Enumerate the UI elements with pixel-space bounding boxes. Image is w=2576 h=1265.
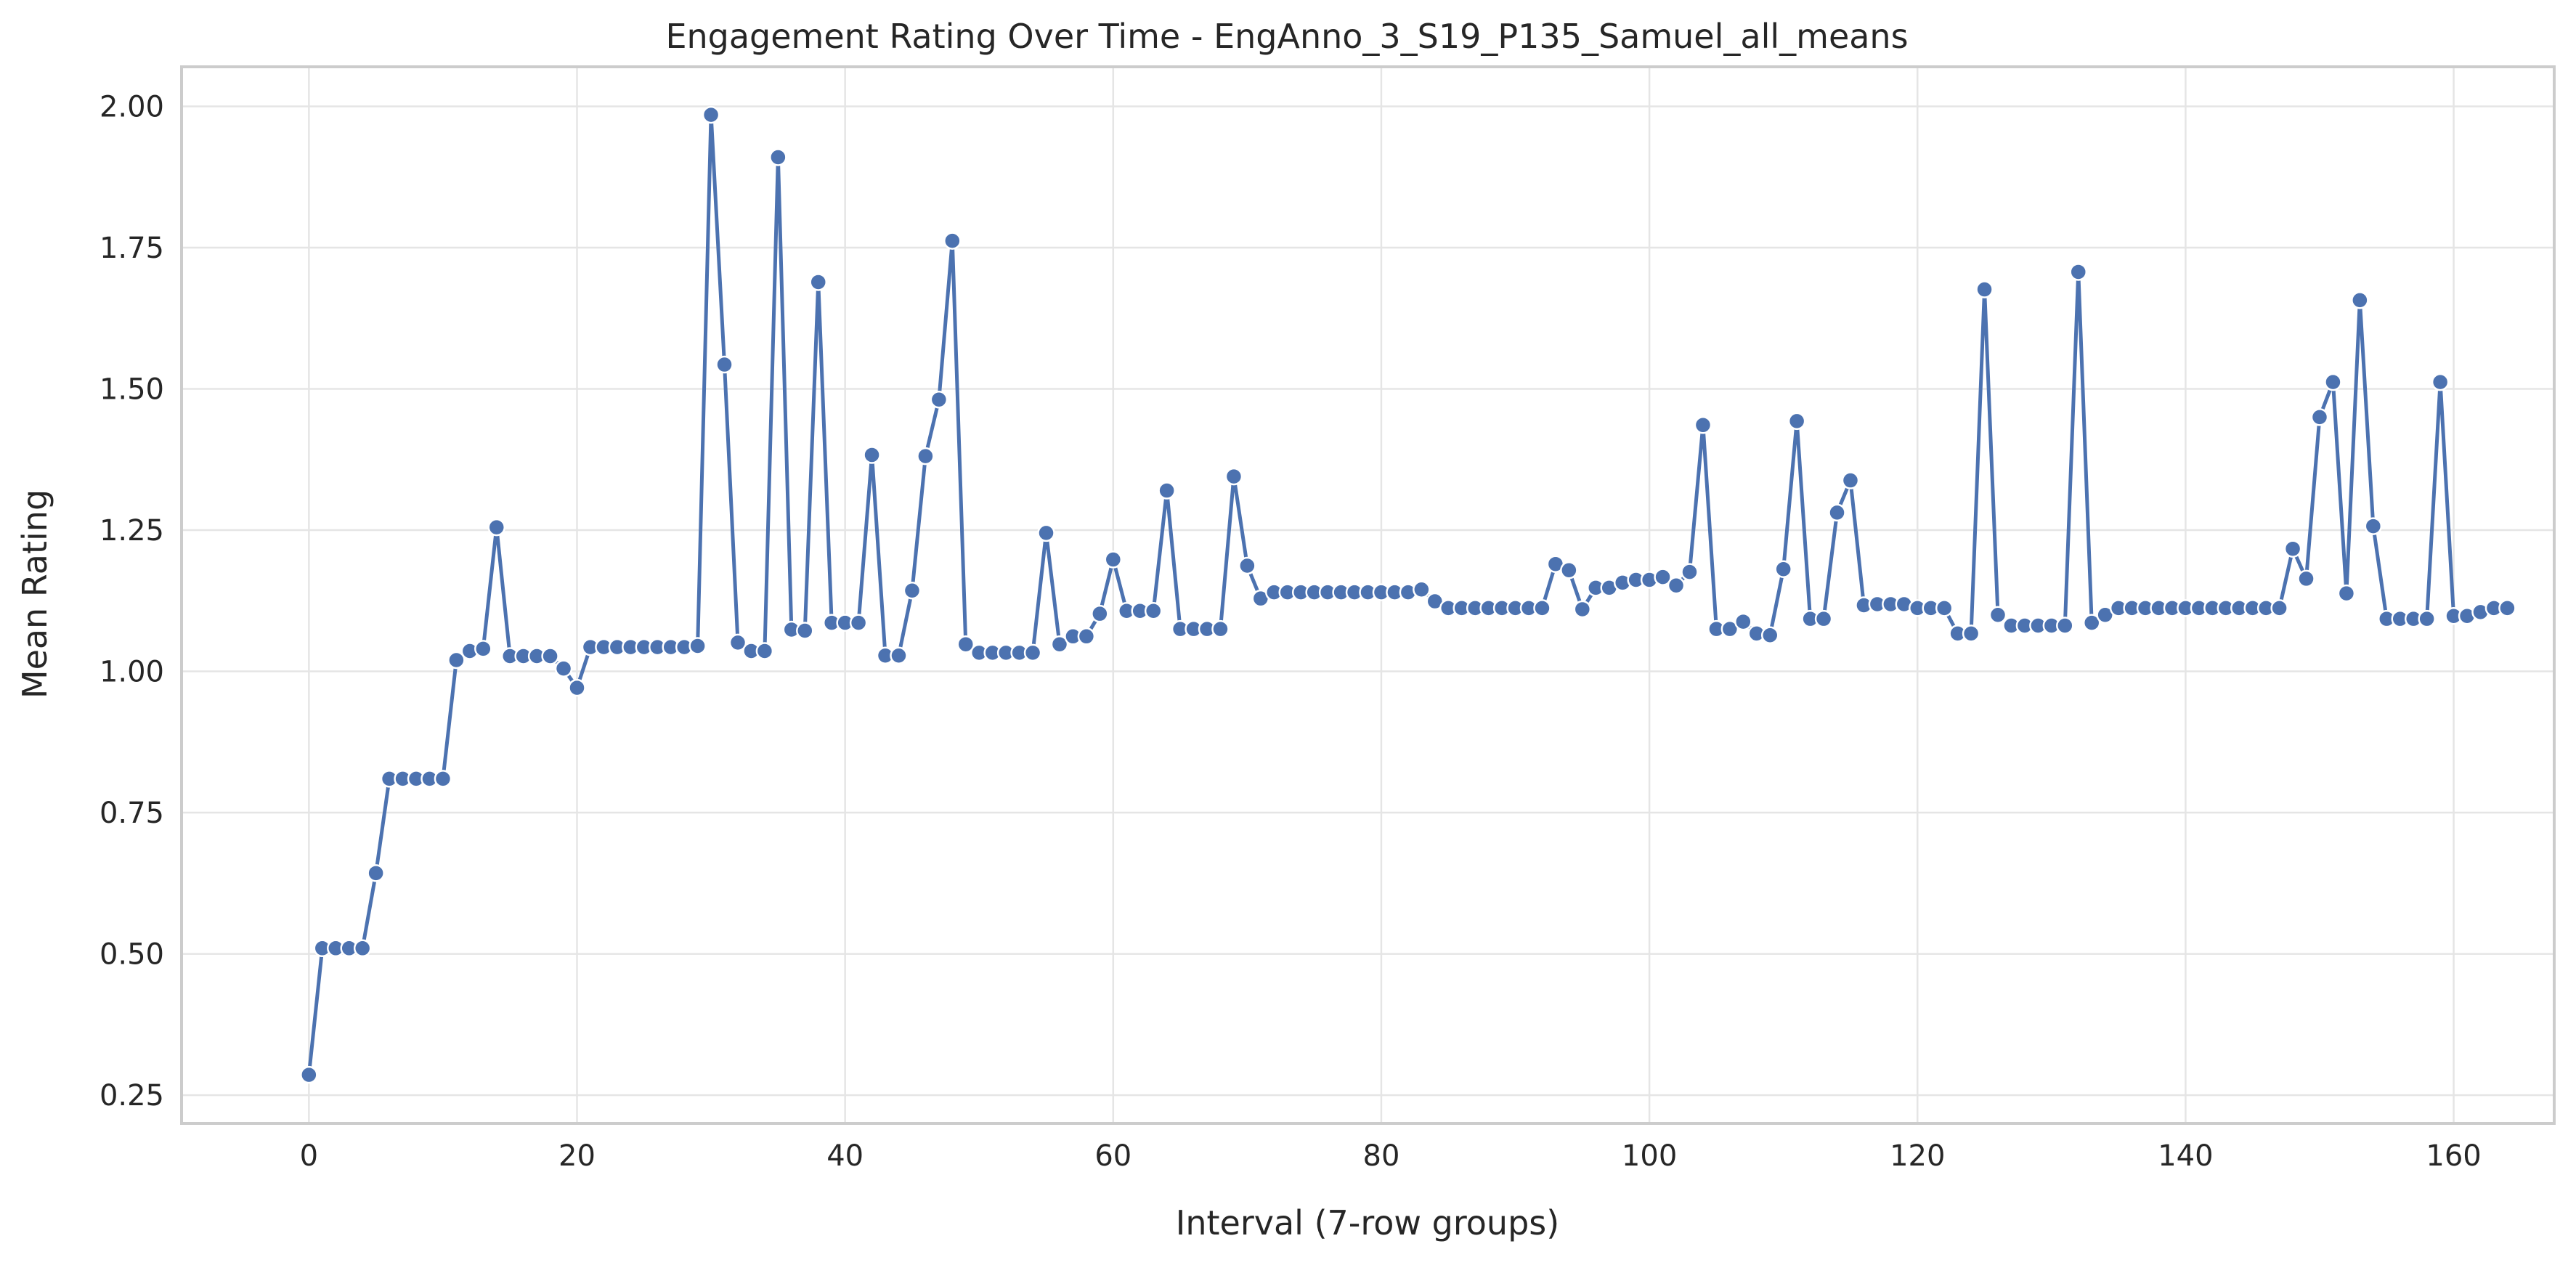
chart-title: Engagement Rating Over Time - EngAnno_3_… [665, 17, 1908, 56]
x-tick-label: 0 [300, 1139, 318, 1173]
x-tick-label: 160 [2426, 1139, 2481, 1173]
y-tick-label: 0.75 [99, 797, 164, 830]
data-point [930, 391, 948, 409]
data-point [554, 659, 573, 678]
data-point [1573, 600, 1592, 619]
data-point [809, 273, 827, 291]
data-point [1050, 635, 1069, 654]
data-point [755, 642, 774, 660]
data-point [1841, 471, 1860, 489]
data-point [2297, 569, 2315, 588]
x-tick-label: 60 [1094, 1139, 1131, 1173]
data-point [2310, 408, 2329, 426]
data-point [1654, 568, 1672, 586]
data-point [2056, 617, 2074, 635]
data-point [1694, 416, 1712, 434]
x-tick-label: 80 [1363, 1139, 1400, 1173]
y-tick-label: 1.50 [99, 373, 164, 407]
y-tick-label: 0.50 [99, 938, 164, 972]
data-point [2418, 609, 2436, 628]
data-point [1413, 580, 1431, 598]
data-point [1211, 619, 1230, 638]
data-point [863, 446, 881, 464]
data-point [1988, 606, 2007, 624]
data-point [2351, 291, 2369, 309]
data-point [1720, 619, 1739, 638]
data-point [1828, 503, 1846, 522]
data-point [367, 864, 385, 882]
data-point [956, 635, 975, 654]
data-point [1760, 626, 1779, 644]
x-tick-label: 140 [2158, 1139, 2213, 1173]
y-grid [182, 105, 2554, 1097]
data-point [1091, 604, 1109, 623]
data-points [300, 105, 2516, 1084]
data-point [1734, 612, 1752, 631]
data-point [728, 633, 747, 652]
data-point [1681, 563, 1699, 581]
data-point [2082, 614, 2101, 632]
data-point [300, 1065, 318, 1084]
data-point [917, 447, 935, 465]
data-point [2324, 373, 2342, 391]
data-point [2069, 263, 2088, 281]
data-point [769, 148, 787, 166]
data-point [688, 637, 707, 655]
data-point [2270, 599, 2288, 617]
data-point [2364, 517, 2383, 535]
x-tick-labels: 0 20 40 60 80 100 120 140 160 [300, 1139, 2482, 1173]
data-point [1962, 625, 1980, 643]
data-point [353, 939, 372, 958]
data-point [849, 614, 868, 632]
data-point [1533, 599, 1551, 617]
data-point [1667, 577, 1686, 595]
data-point [715, 355, 734, 374]
y-tick-labels: 0.25 0.50 0.75 1.00 1.25 1.50 1.75 2.00 [99, 90, 164, 1113]
plot-frame [180, 65, 2556, 1125]
data-point [1144, 602, 1163, 620]
data-point [434, 770, 452, 788]
data-point [2431, 373, 2450, 391]
data-point [890, 646, 908, 665]
y-tick-label: 1.75 [99, 232, 164, 265]
data-point [1560, 561, 1578, 579]
data-point [1787, 412, 1806, 431]
y-tick-label: 1.25 [99, 514, 164, 548]
y-axis-label: Mean Rating [15, 489, 54, 699]
data-point [1935, 599, 1954, 617]
x-tick-label: 100 [1622, 1139, 1677, 1173]
data-point [447, 651, 466, 670]
data-point [903, 582, 922, 600]
data-point [1158, 481, 1176, 500]
data-point [2498, 599, 2516, 617]
y-tick-label: 1.00 [99, 656, 164, 689]
data-point [541, 647, 559, 665]
data-point [2337, 584, 2356, 603]
data-point [1774, 560, 1792, 578]
data-point [943, 232, 962, 250]
data-point [1224, 467, 1243, 486]
data-point [2283, 540, 2302, 558]
data-point [1104, 550, 1123, 569]
data-point [702, 105, 720, 124]
x-tick-label: 40 [826, 1139, 864, 1173]
y-tick-label: 2.00 [99, 90, 164, 123]
x-tick-label: 20 [558, 1139, 596, 1173]
data-point [1077, 627, 1096, 646]
data-point [796, 622, 814, 640]
data-point [1023, 643, 1042, 662]
data-point [487, 518, 506, 537]
data-point [1238, 556, 1256, 575]
x-tick-label: 120 [1890, 1139, 1945, 1173]
y-tick-label: 0.25 [99, 1079, 164, 1113]
data-point [1037, 524, 1055, 542]
x-axis-label: Interval (7-row groups) [1176, 1203, 1559, 1242]
data-point [1975, 280, 1994, 298]
data-point [474, 640, 492, 658]
data-point [1814, 609, 1833, 628]
data-point [568, 678, 586, 697]
